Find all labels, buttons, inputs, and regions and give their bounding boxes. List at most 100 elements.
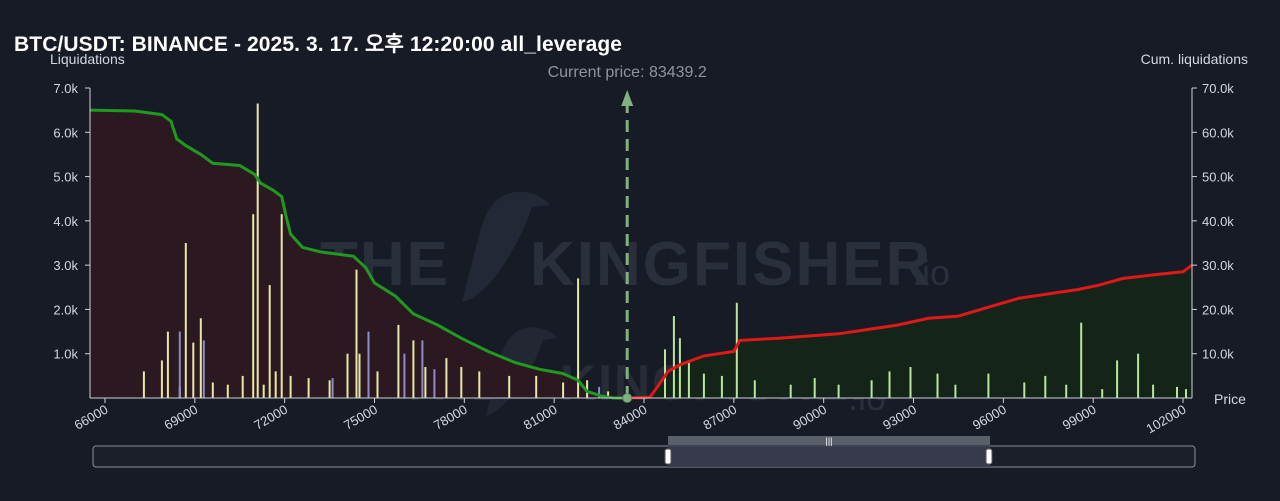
liquidation-bar <box>142 371 145 398</box>
liquidation-bar <box>358 353 361 398</box>
liquidation-bar-alt <box>403 353 406 398</box>
liquidation-bar <box>888 371 891 398</box>
x-tick-label: 99000 <box>1060 402 1099 433</box>
current-price-label: Current price: 83439.2 <box>548 64 707 81</box>
liquidation-bar <box>1101 389 1104 398</box>
liquidation-bar-alt <box>178 331 181 398</box>
cumulative-below-line <box>89 108 628 400</box>
liquidation-bar <box>328 380 331 398</box>
y-tick-right-label: 70.0k <box>1202 81 1234 96</box>
liquidation-bar <box>954 384 957 398</box>
x-axis-title: Price <box>1214 391 1246 407</box>
watermark-text-io: .io <box>912 252 950 293</box>
liquidation-bar <box>987 373 990 398</box>
liquidation-bar <box>1176 386 1178 398</box>
current-price-marker: Current price: 83439.2 <box>548 64 707 403</box>
liquidation-bar <box>672 316 675 398</box>
liquidation-bar <box>562 382 565 398</box>
range-slider-left-handle[interactable] <box>664 448 672 465</box>
watermark-text-kingfisher: KINGFISHER <box>530 230 932 299</box>
y-tick-right-label: 20.0k <box>1202 302 1234 317</box>
liquidation-bar <box>478 371 481 398</box>
range-slider-track[interactable] <box>92 445 1196 468</box>
range-slider-grip-icon: ||| <box>825 436 832 446</box>
x-tick-label: 102000 <box>1143 402 1188 437</box>
x-tick-label: 96000 <box>970 402 1009 433</box>
liquidation-bar <box>870 380 873 398</box>
liquidation-bar <box>1080 322 1083 398</box>
liquidation-bar <box>735 302 738 398</box>
y-tick-right-label: 30.0k <box>1202 258 1234 273</box>
liquidation-bar <box>262 384 265 398</box>
liquidation-bar <box>307 378 310 398</box>
liquidation-bar-alt <box>421 340 424 398</box>
kingfisher-bird-icon <box>462 191 550 302</box>
liquidation-bar <box>813 378 816 398</box>
y-tick-left-label: 3.0k <box>53 258 78 273</box>
liquidation-bar <box>424 367 427 398</box>
liquidation-bar <box>280 214 283 398</box>
x-tick-label: 81000 <box>521 402 560 433</box>
range-slider-grip-bar <box>668 436 990 445</box>
liquidation-bar <box>1065 384 1068 398</box>
liquidation-bar-alt <box>331 378 334 398</box>
liquidation-bar <box>577 278 580 398</box>
y-tick-left-label: 2.0k <box>53 302 78 317</box>
liquidation-bar <box>1023 382 1026 398</box>
liquidation-bar <box>1044 375 1047 398</box>
y-axis-right-title: Cum. liquidations <box>1141 51 1248 67</box>
cumulative-areas <box>90 110 1192 398</box>
liquidation-bar <box>160 360 163 398</box>
liquidation-bar <box>936 373 939 398</box>
liquidation-bar <box>508 375 511 398</box>
liquidation-bar <box>397 324 400 398</box>
liquidation-bar <box>274 371 277 398</box>
liquidation-bar <box>1152 384 1155 398</box>
liquidation-bar <box>211 382 214 398</box>
liquidation-bar <box>289 375 292 398</box>
liquidation-bar <box>252 214 255 398</box>
liquidation-bar <box>789 384 792 398</box>
liquidation-bars <box>142 103 1187 398</box>
range-slider[interactable]: ||| <box>92 436 1196 468</box>
cumulative-above-area <box>627 265 1192 398</box>
current-price-dot <box>622 393 633 403</box>
liquidation-bar <box>241 375 244 398</box>
x-tick-label: 66000 <box>72 402 111 433</box>
liquidation-bar <box>535 375 538 398</box>
liquidation-bar <box>184 243 187 398</box>
liquidation-bar <box>607 391 610 398</box>
cumulative-below-area <box>90 110 628 398</box>
liquidation-bar <box>268 285 271 398</box>
y-tick-left-label: 7.0k <box>53 81 78 96</box>
y-tick-left-label: 1.0k <box>53 347 78 362</box>
y-tick-left-label: 4.0k <box>53 214 78 229</box>
liquidation-bar <box>376 371 379 398</box>
chart-title: BTC/USDT: BINANCE - 2025. 3. 17. 오후 12:2… <box>14 33 623 56</box>
x-tick-label: 69000 <box>161 402 200 433</box>
liquidation-bar <box>909 367 912 398</box>
liquidation-bar <box>199 318 202 398</box>
range-slider-right-handle[interactable] <box>985 448 993 465</box>
x-tick-label: 75000 <box>341 402 380 433</box>
liquidation-bar <box>1116 360 1119 398</box>
liquidation-bar-alt <box>598 386 601 398</box>
liquidation-bar <box>1137 353 1140 398</box>
current-price-arrow-icon <box>621 90 634 106</box>
liquidation-bar-alt <box>202 340 205 398</box>
liquidation-bar <box>678 338 681 398</box>
x-tick-label: 72000 <box>251 402 290 433</box>
y-axis-left-title: Liquidations <box>50 51 125 67</box>
liquidation-bar <box>445 358 448 398</box>
liquidation-bar-alt <box>433 369 436 398</box>
liquidation-bar <box>1185 389 1187 398</box>
liquidation-bar <box>753 380 756 398</box>
cumulative-lines <box>89 108 1193 400</box>
liquidation-bar <box>412 340 415 398</box>
liquidation-bar <box>192 342 195 398</box>
liquidation-bar <box>256 103 259 398</box>
y-tick-right-label: 60.0k <box>1202 125 1234 140</box>
y-tick-right-label: 40.0k <box>1202 214 1234 229</box>
liquidation-bar <box>837 384 840 398</box>
y-tick-left-label: 6.0k <box>53 125 78 140</box>
